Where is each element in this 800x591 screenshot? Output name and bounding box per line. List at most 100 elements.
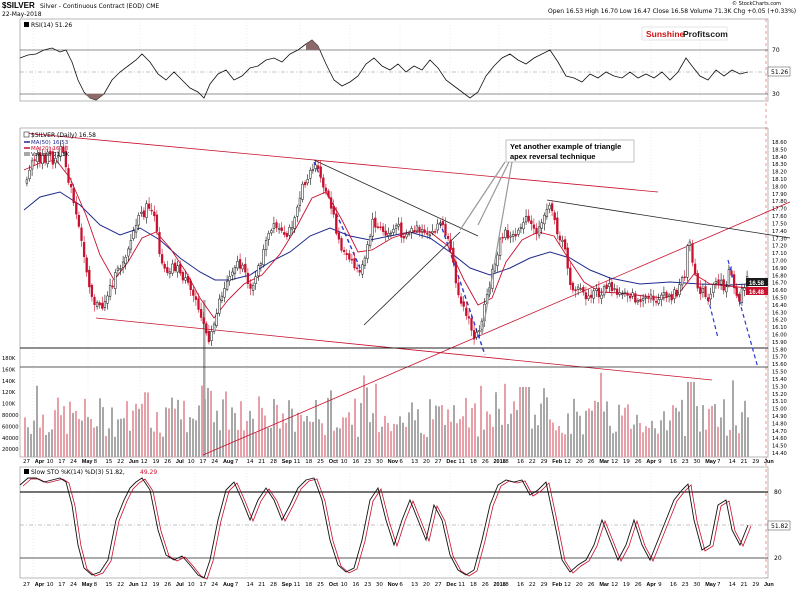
- x-axis-label: Oct: [329, 459, 338, 465]
- volume-bar: [273, 399, 275, 457]
- volume-bar: [615, 431, 617, 457]
- x-axis-label: 9: [658, 459, 662, 465]
- volume-bar: [696, 406, 698, 457]
- candle-body: [33, 159, 36, 161]
- candle-body: [639, 298, 642, 303]
- volume-legend: Volume 71.3K: [31, 152, 69, 158]
- candle-body: [155, 214, 159, 232]
- candle-body: [574, 289, 577, 292]
- candle-body: [608, 283, 611, 287]
- volume-bar: [342, 417, 344, 457]
- candle-body: [80, 227, 83, 241]
- volume-bar: [279, 428, 281, 457]
- candle-body: [436, 223, 439, 231]
- candle-body: [202, 317, 205, 324]
- volume-bar: [684, 436, 686, 457]
- volume-bar: [744, 400, 746, 457]
- candle-body: [556, 217, 559, 235]
- volume-bar: [144, 392, 146, 457]
- x-axis-label: 7: [717, 582, 721, 588]
- volume-bar: [723, 399, 725, 457]
- volume-bar: [222, 399, 224, 457]
- x-axis-label: 15: [105, 459, 112, 465]
- candle-body: [571, 282, 575, 291]
- volume-bar: [258, 396, 260, 457]
- x-axis-label: 15: [105, 582, 112, 588]
- volume-bar: [738, 433, 740, 457]
- sto-level-20: 20: [774, 555, 782, 562]
- sto-k-polyline: [19, 477, 749, 579]
- candle-body: [145, 203, 148, 218]
- candle-body: [38, 152, 42, 163]
- sto-value-label: 51.82: [771, 523, 788, 530]
- candle-body: [355, 267, 359, 269]
- candle-body: [309, 170, 312, 179]
- x-axis-label: 18: [305, 582, 312, 588]
- candle-body: [626, 292, 629, 296]
- candle-body: [569, 267, 572, 286]
- volume-bar: [90, 418, 92, 457]
- candle-body: [462, 301, 465, 307]
- chart-description: Silver - Continuous Contract (EOD) CME: [40, 3, 159, 10]
- candle-body: [366, 244, 369, 259]
- volume-bar: [669, 420, 671, 457]
- candle-body: [296, 206, 299, 217]
- volume-bar: [60, 415, 62, 457]
- candle-body: [563, 239, 567, 250]
- x-axis-label: 27: [23, 459, 30, 465]
- volume-bar: [555, 430, 557, 457]
- candle-body: [480, 320, 484, 330]
- decline-projection-line: [439, 221, 486, 356]
- volume-bar: [375, 383, 377, 457]
- x-axis-label: 25: [317, 459, 324, 465]
- x-axis-label: Apr: [35, 582, 45, 588]
- chart-symbol: $SILVER: [2, 1, 35, 10]
- x-axis-label: Feb: [552, 459, 562, 465]
- x-axis-label: Apr: [35, 459, 45, 465]
- volume-bar: [27, 427, 29, 457]
- volume-bar: [462, 416, 464, 457]
- volume-bar: [663, 411, 665, 457]
- candle-body: [150, 209, 153, 212]
- candle-body: [475, 332, 478, 338]
- x-axis-label: 14: [729, 459, 736, 465]
- volume-bar: [705, 429, 707, 457]
- x-axis-label: 17: [199, 459, 206, 465]
- candle-body: [647, 297, 650, 299]
- candle-body: [641, 298, 645, 301]
- ma20-legend: MA(20) 16.48: [31, 146, 69, 152]
- candle-body: [579, 288, 582, 290]
- volume-bar: [510, 413, 512, 457]
- stochastic-lines: [19, 477, 752, 580]
- candle-body: [160, 254, 164, 264]
- candle-body: [77, 215, 81, 227]
- candle-body: [69, 183, 73, 188]
- volume-bar: [201, 385, 203, 457]
- price-axis-label: 18.00: [772, 184, 787, 190]
- price-axis-label: 17.60: [772, 214, 787, 220]
- candle-body: [517, 229, 520, 235]
- candle-body: [168, 271, 172, 274]
- volume-bar: [264, 415, 266, 457]
- x-axis-label: May: [705, 582, 717, 588]
- candle-body: [504, 229, 507, 238]
- volume-bar: [459, 419, 461, 457]
- candle-body: [381, 226, 385, 232]
- candle-body: [725, 286, 728, 293]
- sto-legend-swatch: [24, 469, 29, 474]
- candle-body: [181, 272, 185, 281]
- candle-body: [210, 331, 213, 341]
- x-axis-label: 27: [435, 459, 442, 465]
- candle-body: [433, 231, 437, 233]
- candle-body: [41, 155, 44, 164]
- candle-body: [215, 313, 218, 326]
- x-axis-label: 23: [682, 459, 689, 465]
- price-axis-label: 14.80: [772, 421, 787, 427]
- x-axis-label: 20: [576, 459, 583, 465]
- candle-body: [426, 233, 429, 235]
- volume-bar: [642, 432, 644, 457]
- volume-bar: [657, 433, 659, 457]
- volume-bar: [693, 382, 695, 457]
- volume-bar: [219, 430, 221, 457]
- candle-body: [394, 225, 398, 229]
